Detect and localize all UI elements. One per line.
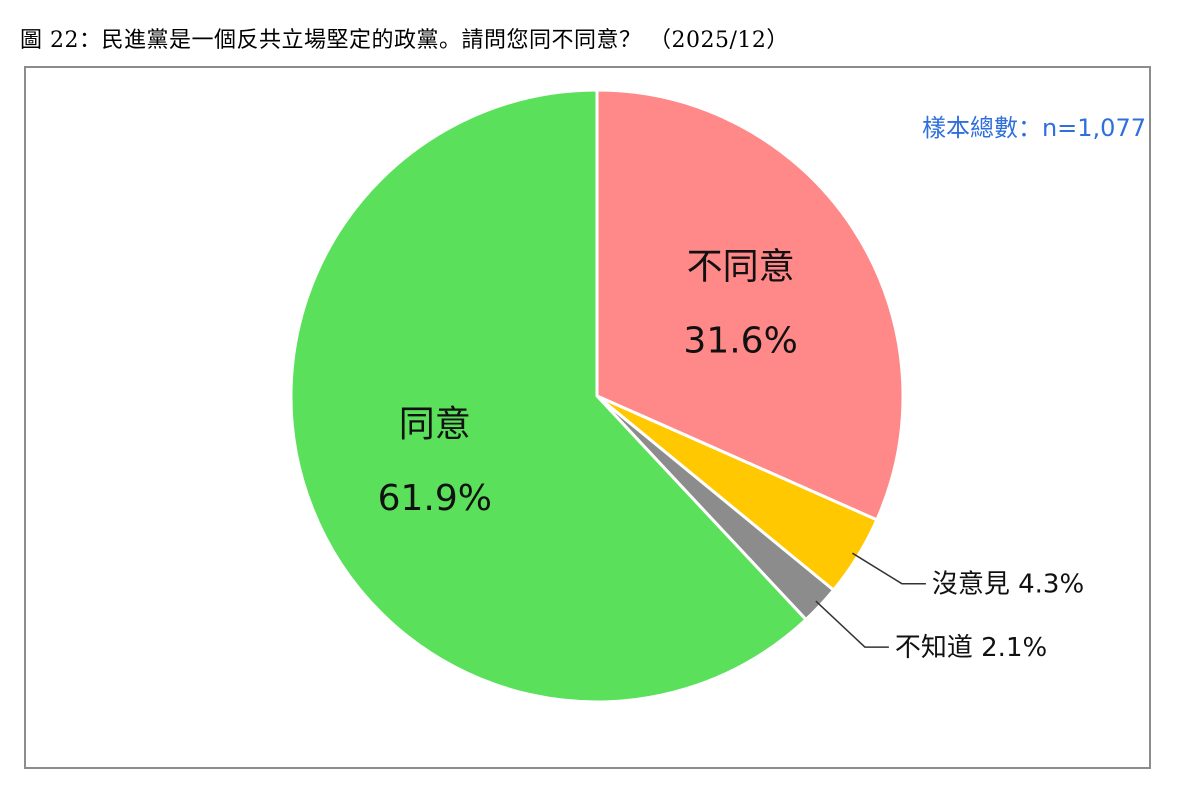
pie-slice-disagree (595, 88, 905, 522)
figure-title: 圖 22：民進黨是一個反共立場堅定的政黨。請問您同不同意？ （2025/12） (20, 28, 789, 53)
slice-label-agree: 同意 (399, 404, 471, 445)
sample-size-note: 樣本總數：n=1,077 (921, 114, 1146, 142)
slice-label-dont-know: 不知道 2.1% (895, 633, 1047, 663)
slice-label-disagree: 不同意 (687, 247, 795, 288)
leader-line-no-opinion (852, 552, 926, 585)
leader-line-dont-know (815, 600, 889, 648)
slice-label-no-opinion: 沒意見 4.3% (932, 570, 1084, 600)
slice-value-agree: 61.9% (378, 478, 492, 519)
slice-value-disagree: 31.6% (683, 321, 797, 362)
pie-slice-agree (289, 88, 808, 704)
